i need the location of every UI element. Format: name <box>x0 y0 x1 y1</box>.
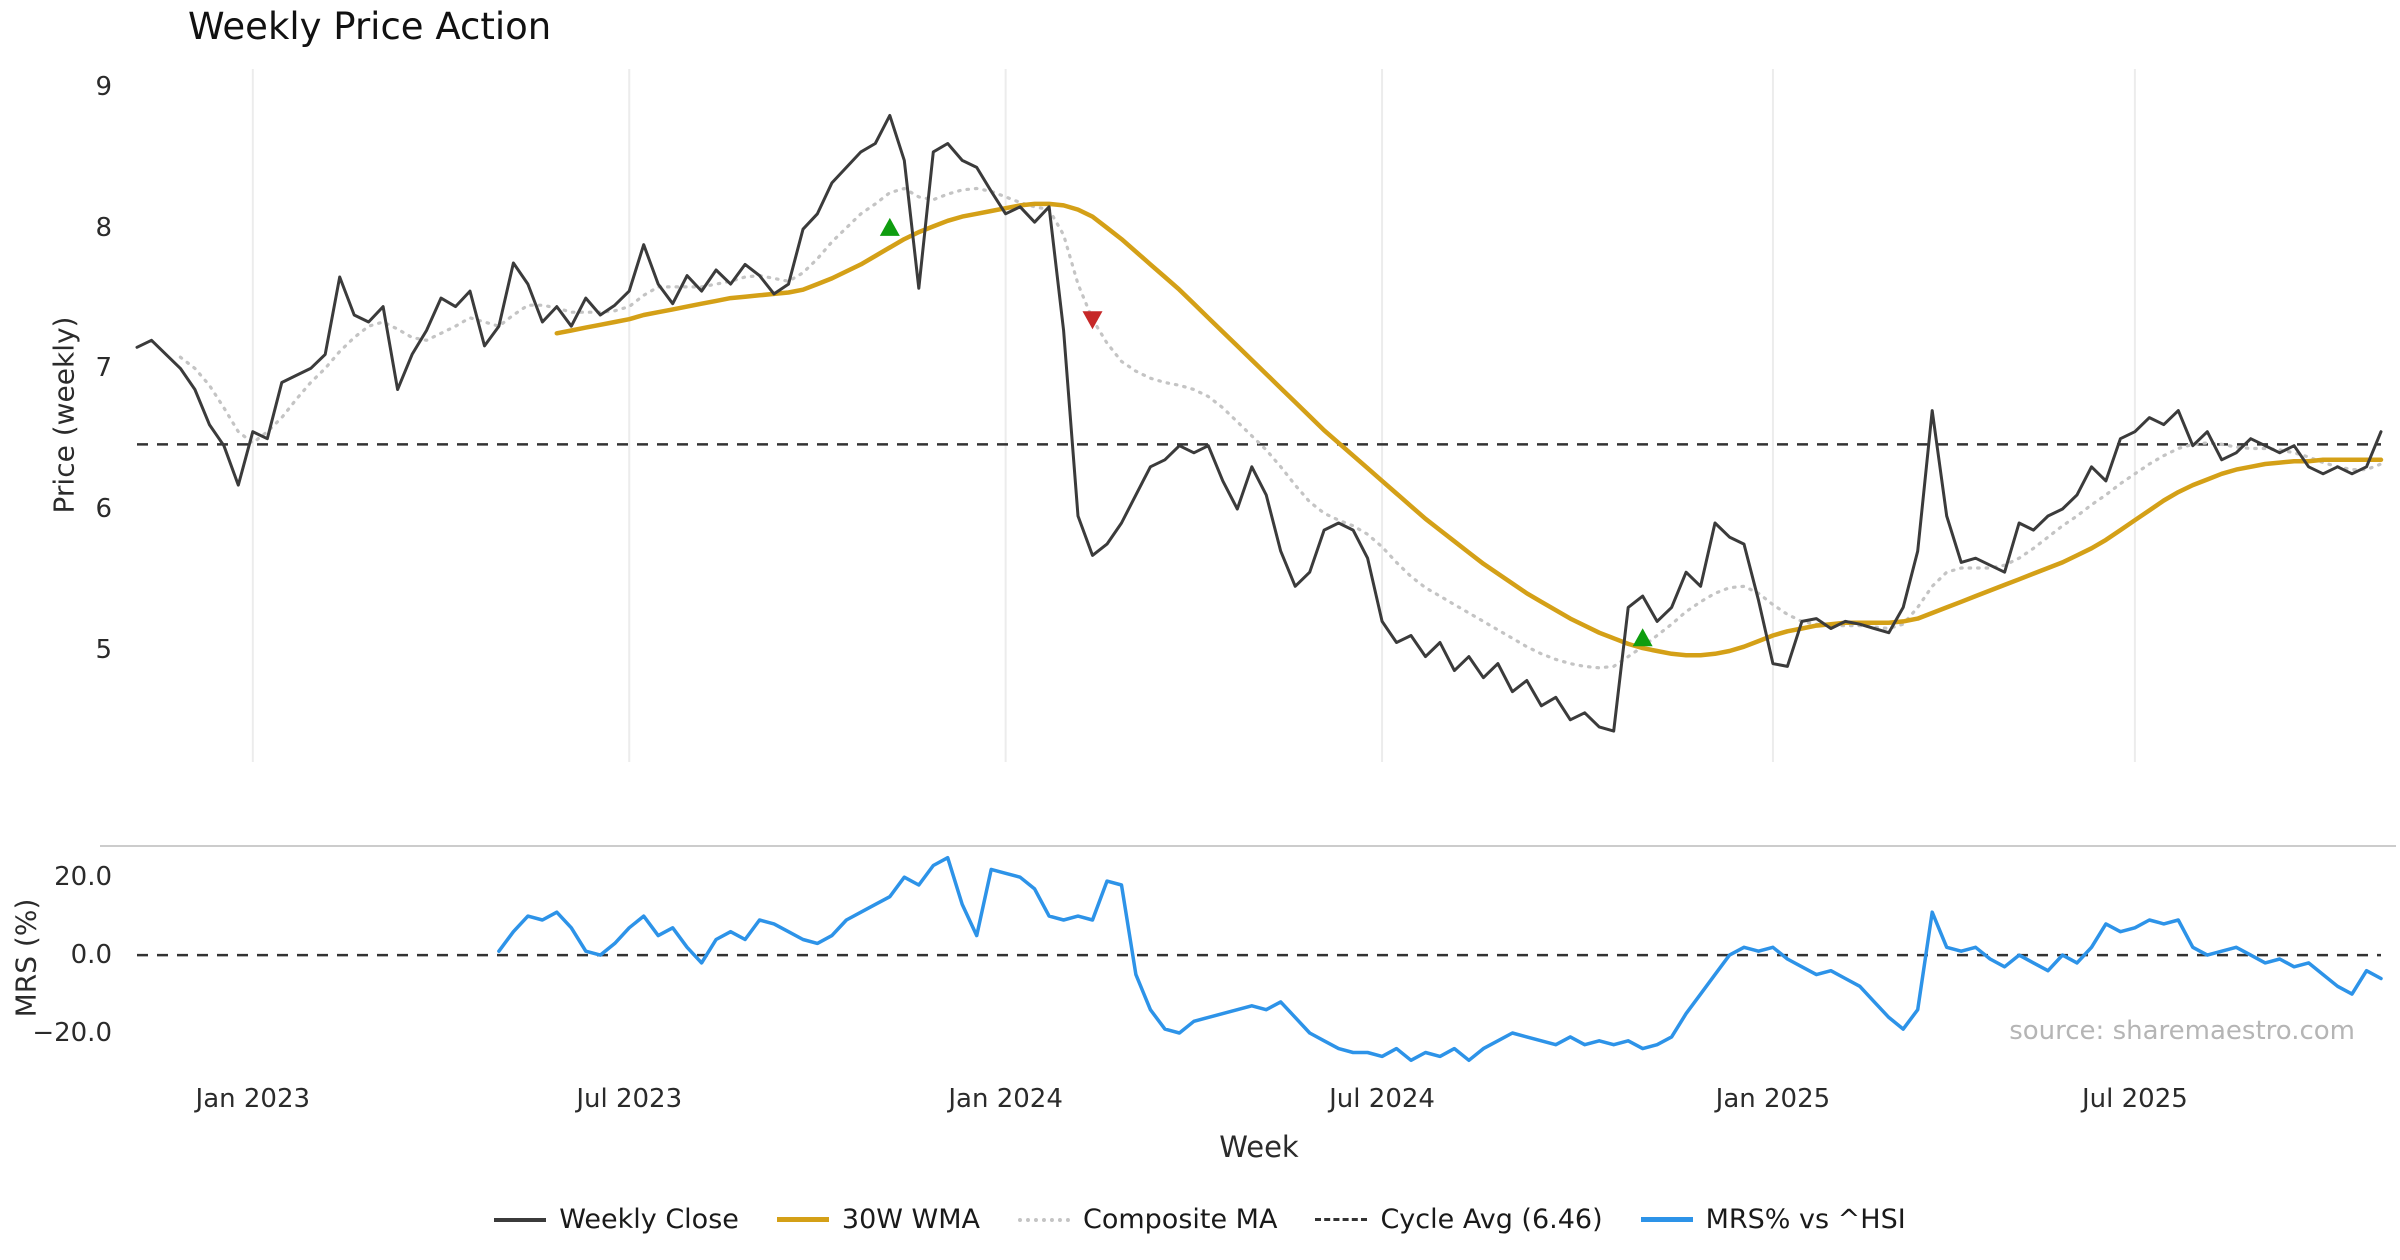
legend-item-composite-ma: Composite MA <box>1018 1204 1277 1235</box>
cycle-avg-swatch <box>1315 1218 1368 1221</box>
legend-item-cycle-avg: Cycle Avg (6.46) <box>1315 1204 1603 1235</box>
sell-signal-marker <box>1082 311 1103 330</box>
x-tick-label-jan-2024: Jan 2024 <box>948 1084 1063 1114</box>
legend-label-wma: 30W WMA <box>841 1204 980 1235</box>
mrs-line <box>497 855 2383 1063</box>
weekly-close-swatch <box>494 1217 547 1222</box>
composite-ma-line <box>178 186 2383 670</box>
week-axis-label: Week <box>1219 1130 1299 1164</box>
chart-legend: Weekly Close 30W WMA Composite MA Cycle … <box>0 1204 2400 1235</box>
legend-item-wma: 30W WMA <box>776 1204 980 1235</box>
price-tick-label-9: 9 <box>95 72 112 103</box>
x-tick-label-jul-2023: Jul 2023 <box>576 1084 683 1114</box>
price-tick-label-7: 7 <box>95 353 112 384</box>
mrs-swatch <box>1640 1217 1693 1222</box>
legend-label-composite-ma: Composite MA <box>1083 1204 1278 1235</box>
composite-ma-swatch <box>1018 1217 1070 1222</box>
legend-label-cycle-avg: Cycle Avg (6.46) <box>1380 1204 1603 1235</box>
price-tick-label-8: 8 <box>95 212 112 243</box>
legend-item-weekly-close: Weekly Close <box>494 1204 739 1235</box>
source-attribution: source: sharemaestro.com <box>2009 1016 2355 1046</box>
buy-signal-marker <box>1632 628 1653 647</box>
price-axis-label: Price (weekly) <box>47 316 81 514</box>
wma-swatch <box>776 1217 829 1222</box>
mrs-tick-label-20: 20.0 <box>54 862 112 893</box>
buy-signal-marker <box>879 217 900 236</box>
mrs-tick-label--20: −20.0 <box>32 1018 112 1049</box>
x-tick-label-jul-2025: Jul 2025 <box>2081 1084 2188 1114</box>
wma-line <box>554 201 2384 658</box>
x-tick-label-jan-2025: Jan 2025 <box>1715 1084 1831 1114</box>
price-tick-label-5: 5 <box>95 634 112 665</box>
price-tick-label-6: 6 <box>95 493 112 524</box>
legend-label-mrs: MRS% vs ^HSI <box>1705 1204 1906 1235</box>
weekly-close-line <box>135 113 2383 733</box>
chart-title: Weekly Price Action <box>188 5 552 48</box>
mrs-tick-label-0: 0.0 <box>70 940 112 971</box>
x-tick-label-jul-2024: Jul 2024 <box>1329 1084 1435 1114</box>
legend-item-mrs: MRS% vs ^HSI <box>1640 1204 1906 1235</box>
legend-label-weekly-close: Weekly Close <box>559 1204 739 1235</box>
x-tick-label-jan-2023: Jan 2023 <box>195 1084 311 1114</box>
